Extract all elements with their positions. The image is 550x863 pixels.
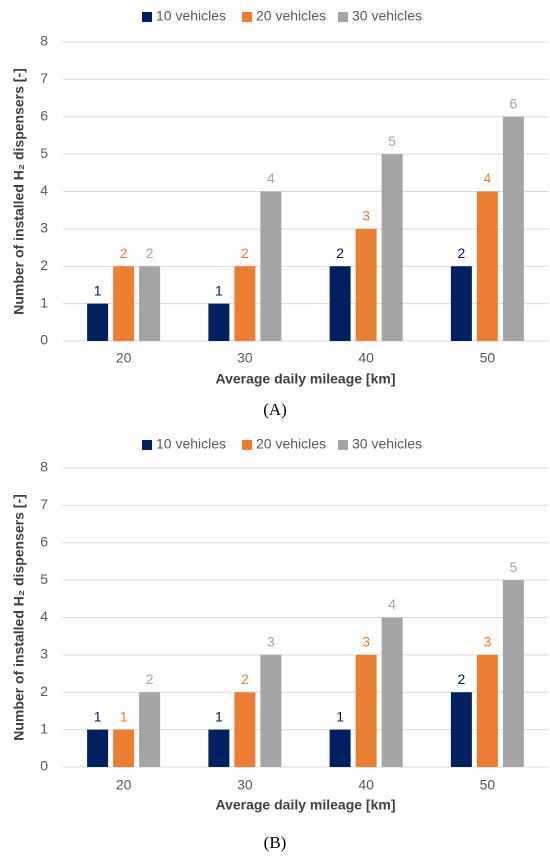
value-label: 3 bbox=[362, 634, 370, 650]
bar bbox=[450, 692, 472, 767]
value-label: 4 bbox=[388, 596, 396, 612]
y-tick-label: 2 bbox=[40, 683, 48, 699]
x-tick-label: 20 bbox=[116, 350, 132, 366]
legend-swatch bbox=[142, 440, 152, 450]
value-label: 3 bbox=[267, 634, 275, 650]
y-axis-title: Number of installed H₂ dispensers [-] bbox=[11, 68, 27, 315]
value-label: 4 bbox=[267, 170, 275, 186]
x-tick-label: 50 bbox=[480, 777, 496, 793]
value-label: 2 bbox=[336, 245, 344, 261]
caption: (B) bbox=[264, 833, 287, 852]
bar bbox=[476, 654, 498, 767]
bar bbox=[381, 617, 403, 767]
legend-swatch bbox=[338, 440, 348, 450]
value-label: 2 bbox=[241, 245, 249, 261]
bar bbox=[502, 580, 524, 767]
value-label: 2 bbox=[146, 245, 154, 261]
y-tick-label: 4 bbox=[40, 608, 48, 624]
bar bbox=[208, 729, 230, 767]
value-label: 1 bbox=[94, 282, 102, 298]
y-tick-label: 6 bbox=[40, 107, 48, 123]
value-label: 3 bbox=[362, 208, 370, 224]
bar bbox=[355, 228, 377, 341]
bar bbox=[234, 266, 256, 341]
legend-swatch bbox=[242, 440, 252, 450]
value-label: 2 bbox=[120, 245, 128, 261]
value-label: 2 bbox=[241, 671, 249, 687]
x-tick-label: 40 bbox=[358, 350, 374, 366]
y-tick-label: 4 bbox=[40, 182, 48, 198]
bar bbox=[139, 266, 161, 341]
bar bbox=[502, 116, 524, 341]
legend-label: 20 vehicles bbox=[256, 436, 326, 452]
bar bbox=[113, 266, 135, 341]
y-axis-title: Number of installed H₂ dispensers [-] bbox=[11, 494, 27, 741]
legend-label: 20 vehicles bbox=[256, 8, 326, 24]
value-label: 3 bbox=[483, 634, 491, 650]
y-tick-label: 3 bbox=[40, 646, 48, 662]
y-tick-label: 1 bbox=[40, 720, 48, 736]
x-tick-label: 30 bbox=[237, 350, 253, 366]
value-label: 6 bbox=[509, 95, 517, 111]
bar bbox=[234, 692, 256, 767]
value-label: 1 bbox=[215, 282, 223, 298]
y-tick-label: 5 bbox=[40, 571, 48, 587]
x-tick-label: 50 bbox=[480, 350, 496, 366]
caption: (A) bbox=[263, 400, 287, 419]
x-axis-title: Average daily mileage [km] bbox=[215, 797, 395, 813]
y-tick-label: 2 bbox=[40, 257, 48, 273]
bar bbox=[329, 266, 351, 341]
legend-label: 30 vehicles bbox=[352, 8, 422, 24]
y-tick-label: 8 bbox=[40, 459, 48, 475]
y-tick-label: 8 bbox=[40, 33, 48, 49]
x-axis-title: Average daily mileage [km] bbox=[215, 371, 395, 387]
y-tick-label: 7 bbox=[40, 70, 48, 86]
value-label: 1 bbox=[336, 708, 344, 724]
bar bbox=[113, 729, 135, 767]
value-label: 1 bbox=[120, 708, 128, 724]
x-tick-label: 20 bbox=[116, 777, 132, 793]
bar bbox=[329, 729, 351, 767]
legend-label: 30 vehicles bbox=[352, 436, 422, 452]
value-label: 2 bbox=[457, 671, 465, 687]
value-label: 4 bbox=[483, 170, 491, 186]
y-tick-label: 5 bbox=[40, 145, 48, 161]
bar bbox=[87, 729, 109, 767]
bar bbox=[450, 266, 472, 341]
y-tick-label: 3 bbox=[40, 220, 48, 236]
bar bbox=[476, 191, 498, 341]
bar bbox=[87, 303, 109, 341]
legend-label: 10 vehicles bbox=[156, 8, 226, 24]
x-tick-label: 40 bbox=[358, 777, 374, 793]
value-label: 2 bbox=[457, 245, 465, 261]
legend-swatch bbox=[142, 12, 152, 22]
y-tick-label: 7 bbox=[40, 496, 48, 512]
value-label: 1 bbox=[94, 708, 102, 724]
value-label: 5 bbox=[509, 559, 517, 575]
bar bbox=[260, 654, 282, 767]
legend-swatch bbox=[338, 12, 348, 22]
value-label: 5 bbox=[388, 133, 396, 149]
bar bbox=[260, 191, 282, 341]
value-label: 1 bbox=[215, 708, 223, 724]
legend-label: 10 vehicles bbox=[156, 436, 226, 452]
value-label: 2 bbox=[146, 671, 154, 687]
y-tick-label: 1 bbox=[40, 294, 48, 310]
legend-swatch bbox=[242, 12, 252, 22]
y-tick-label: 0 bbox=[40, 332, 48, 348]
y-tick-label: 0 bbox=[40, 758, 48, 774]
bar bbox=[139, 692, 161, 767]
bar bbox=[381, 154, 403, 341]
x-tick-label: 30 bbox=[237, 777, 253, 793]
bar bbox=[355, 654, 377, 767]
bar bbox=[208, 303, 230, 341]
y-tick-label: 6 bbox=[40, 533, 48, 549]
